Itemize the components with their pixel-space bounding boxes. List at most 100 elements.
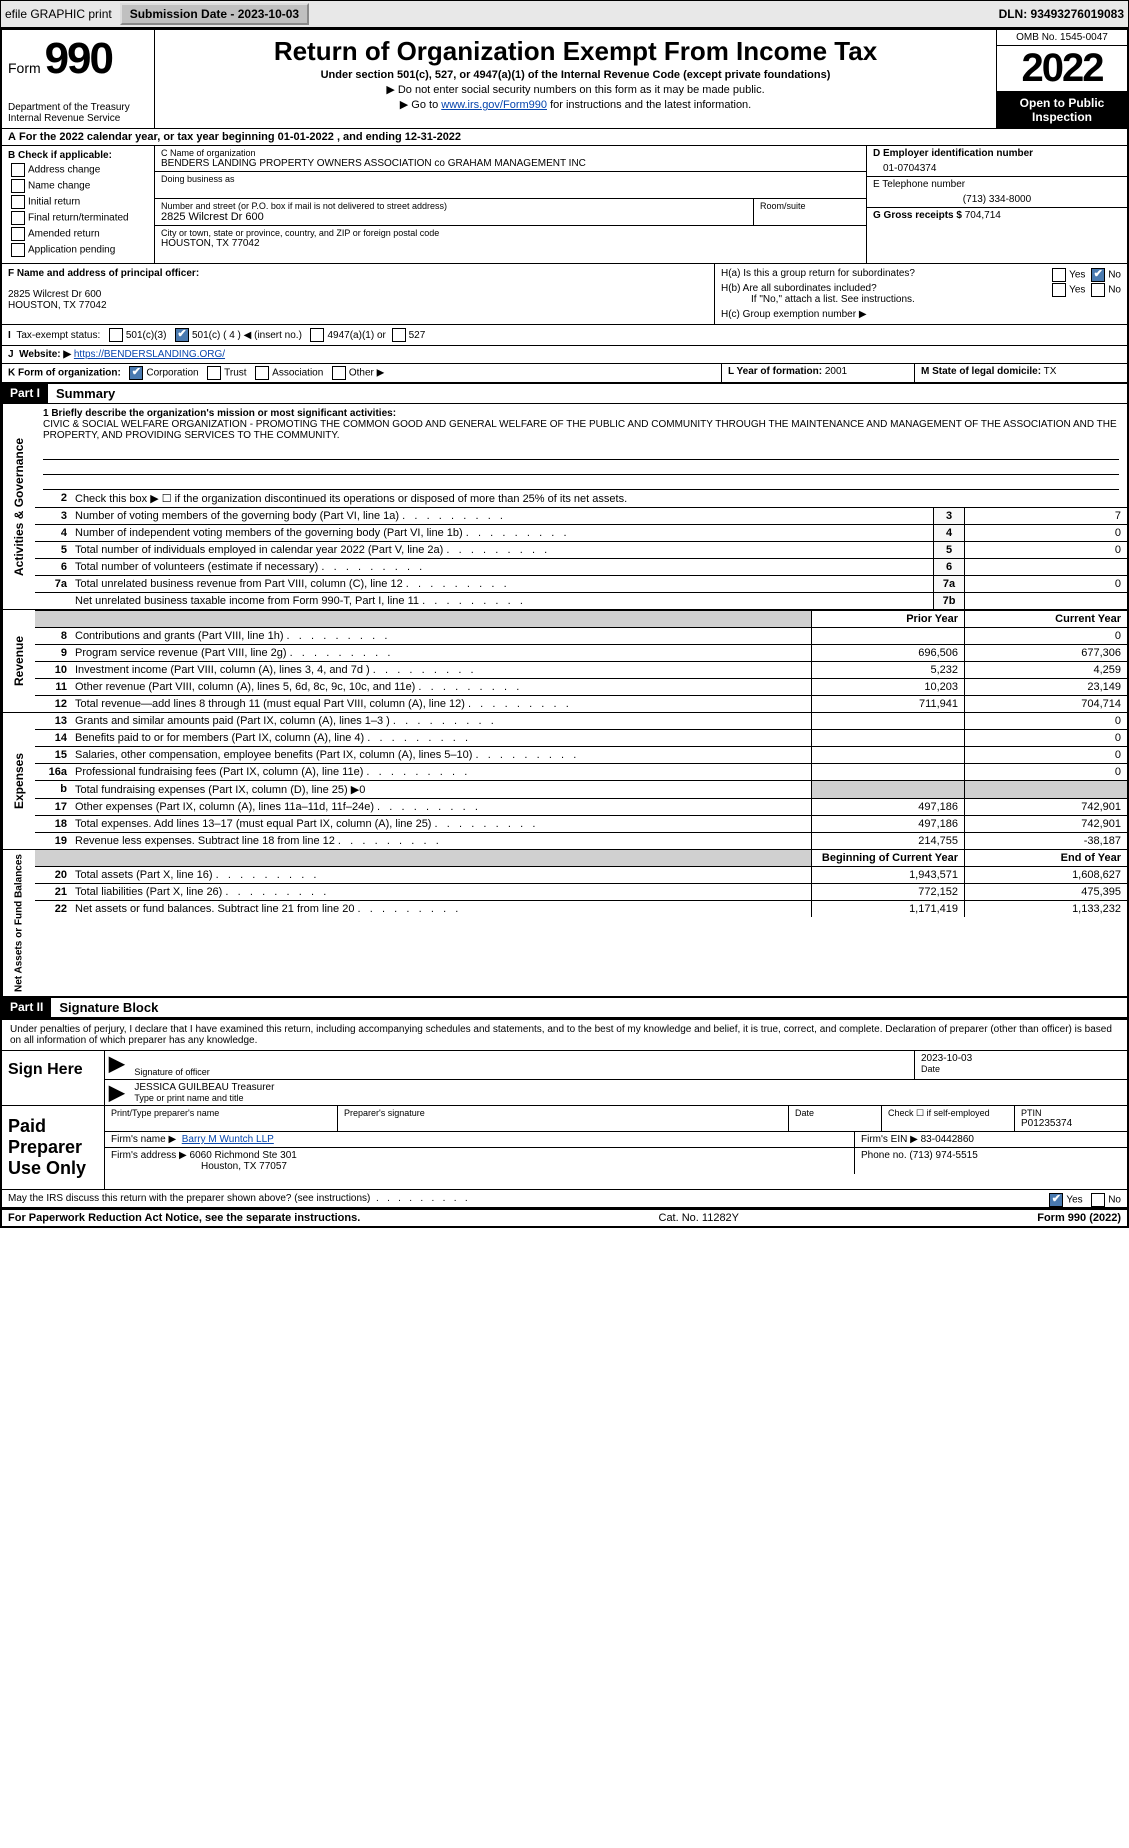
table-row: 12Total revenue—add lines 8 through 11 (…	[35, 696, 1127, 712]
arrow-icon: ▶	[105, 1080, 128, 1105]
table-row: 14Benefits paid to or for members (Part …	[35, 730, 1127, 747]
table-row: 10Investment income (Part VIII, column (…	[35, 662, 1127, 679]
firm-phone: (713) 974-5515	[909, 1150, 977, 1161]
topbar: efile GRAPHIC print Submission Date - 20…	[0, 0, 1129, 28]
revenue-section: Revenue Prior Year Current Year 8Contrib…	[2, 610, 1127, 713]
may-irs-no[interactable]	[1091, 1193, 1105, 1207]
subtitle-3: ▶ Go to www.irs.gov/Form990 for instruct…	[165, 98, 986, 111]
chk-amended[interactable]	[11, 227, 25, 241]
section-fh: F Name and address of principal officer:…	[2, 264, 1127, 325]
form-number: 990	[45, 34, 112, 83]
form-container: Form 990 Department of the Treasury Inte…	[0, 28, 1129, 1228]
part-i-header: Part I Summary	[2, 384, 1127, 404]
table-row: 17Other expenses (Part IX, column (A), l…	[35, 799, 1127, 816]
expenses-section: Expenses 13Grants and similar amounts pa…	[2, 713, 1127, 850]
row-a-tax-year: A For the 2022 calendar year, or tax yea…	[2, 129, 1127, 146]
form-header: Form 990 Department of the Treasury Inte…	[2, 30, 1127, 129]
sign-here-label: Sign Here	[2, 1051, 105, 1105]
row-i: I Tax-exempt status: 501(c)(3) 501(c) ( …	[2, 325, 1127, 346]
table-row: 22Net assets or fund balances. Subtract …	[35, 901, 1127, 917]
table-row: 13Grants and similar amounts paid (Part …	[35, 713, 1127, 730]
tab-revenue: Revenue	[2, 610, 35, 712]
ein-value: 01-0704374	[873, 159, 1121, 174]
city-value: HOUSTON, TX 77042	[161, 238, 860, 249]
box-b-label: B Check if applicable:	[8, 150, 148, 161]
officer-addr2: HOUSTON, TX 77042	[8, 300, 708, 311]
org-name: BENDERS LANDING PROPERTY OWNERS ASSOCIAT…	[161, 158, 860, 169]
chk-501c[interactable]	[175, 328, 189, 342]
col-end-year: End of Year	[964, 850, 1127, 866]
tab-governance: Activities & Governance	[2, 404, 35, 609]
efile-label: efile GRAPHIC print	[5, 7, 112, 21]
ha-yes[interactable]	[1052, 268, 1066, 282]
gross-label: G Gross receipts $	[873, 210, 962, 221]
open-public-badge: Open to Public Inspection	[997, 92, 1127, 128]
ein-label: D Employer identification number	[873, 148, 1121, 159]
firm-name-link[interactable]: Barry M Wuntch LLP	[182, 1134, 274, 1145]
form-label: Form	[8, 60, 41, 76]
box-d: D Employer identification number 01-0704…	[867, 146, 1127, 263]
net-assets-section: Net Assets or Fund Balances Beginning of…	[2, 850, 1127, 998]
header-left: Form 990 Department of the Treasury Inte…	[2, 30, 155, 128]
officer-name: JESSICA GUILBEAU Treasurer	[134, 1082, 1121, 1093]
hc-label: H(c) Group exemption number ▶	[721, 309, 1121, 320]
table-row: 15Salaries, other compensation, employee…	[35, 747, 1127, 764]
chk-trust[interactable]	[207, 366, 221, 380]
table-row: 4Number of independent voting members of…	[35, 525, 1127, 542]
dept-label: Department of the Treasury	[8, 102, 148, 113]
chk-initial-return[interactable]	[11, 195, 25, 209]
box-b: B Check if applicable: Address change Na…	[2, 146, 155, 263]
irs-label: Internal Revenue Service	[8, 113, 148, 124]
table-row: 19Revenue less expenses. Subtract line 1…	[35, 833, 1127, 849]
chk-501c3[interactable]	[109, 328, 123, 342]
table-row: 6Total number of volunteers (estimate if…	[35, 559, 1127, 576]
table-row: 20Total assets (Part X, line 16)1,943,57…	[35, 867, 1127, 884]
header-right: OMB No. 1545-0047 2022 Open to Public In…	[996, 30, 1127, 128]
form-title: Return of Organization Exempt From Incom…	[165, 36, 986, 67]
part-ii-header: Part II Signature Block	[2, 998, 1127, 1018]
ha-no[interactable]	[1091, 268, 1105, 282]
chk-4947[interactable]	[310, 328, 324, 342]
table-row: 8Contributions and grants (Part VIII, li…	[35, 628, 1127, 645]
arrow-icon: ▶	[105, 1051, 128, 1079]
may-irs-yes[interactable]	[1049, 1193, 1063, 1207]
chk-address-change[interactable]	[11, 163, 25, 177]
sig-date-value: 2023-10-03	[921, 1053, 1121, 1064]
officer-addr1: 2825 Wilcrest Dr 600	[8, 289, 708, 300]
gross-value: 704,714	[965, 210, 1001, 221]
sign-here-row: Sign Here ▶ Signature of officer 2023-10…	[2, 1051, 1127, 1106]
chk-name-change[interactable]	[11, 179, 25, 193]
table-row: 18Total expenses. Add lines 13–17 (must …	[35, 816, 1127, 833]
col-prior-year: Prior Year	[811, 611, 964, 627]
paid-preparer-row: Paid Preparer Use Only Print/Type prepar…	[2, 1106, 1127, 1190]
activities-governance: Activities & Governance 1 Briefly descri…	[2, 404, 1127, 610]
chk-assoc[interactable]	[255, 366, 269, 380]
firm-ein: 83-0442860	[921, 1134, 974, 1145]
omb-label: OMB No. 1545-0047	[997, 30, 1127, 46]
website-link[interactable]: https://BENDERSLANDING.ORG/	[74, 349, 225, 360]
table-row: 7aTotal unrelated business revenue from …	[35, 576, 1127, 593]
phone-label: E Telephone number	[873, 179, 1121, 190]
mission-box: 1 Briefly describe the organization's mi…	[35, 404, 1127, 445]
tab-net-assets: Net Assets or Fund Balances	[2, 850, 35, 996]
penalties-text: Under penalties of perjury, I declare th…	[2, 1020, 1127, 1051]
chk-final-return[interactable]	[11, 211, 25, 225]
irs-link[interactable]: www.irs.gov/Form990	[441, 99, 547, 111]
table-row: 9Program service revenue (Part VIII, lin…	[35, 645, 1127, 662]
box-f-label: F Name and address of principal officer:	[8, 268, 708, 279]
ptin-value: P01235374	[1021, 1118, 1121, 1129]
firm-addr: 6060 Richmond Ste 301	[190, 1150, 297, 1161]
table-row: bTotal fundraising expenses (Part IX, co…	[35, 781, 1127, 799]
table-row: Net unrelated business taxable income fr…	[35, 593, 1127, 609]
hb-no[interactable]	[1091, 283, 1105, 297]
chk-app-pending[interactable]	[11, 243, 25, 257]
table-row: 11Other revenue (Part VIII, column (A), …	[35, 679, 1127, 696]
chk-corp[interactable]	[129, 366, 143, 380]
submission-date-button[interactable]: Submission Date - 2023-10-03	[120, 3, 309, 25]
chk-other[interactable]	[332, 366, 346, 380]
row-k: K Form of organization: Corporation Trus…	[2, 364, 1127, 384]
chk-527[interactable]	[392, 328, 406, 342]
dba-label: Doing business as	[161, 174, 860, 184]
hb-yes[interactable]	[1052, 283, 1066, 297]
tax-year: 2022	[997, 46, 1127, 92]
